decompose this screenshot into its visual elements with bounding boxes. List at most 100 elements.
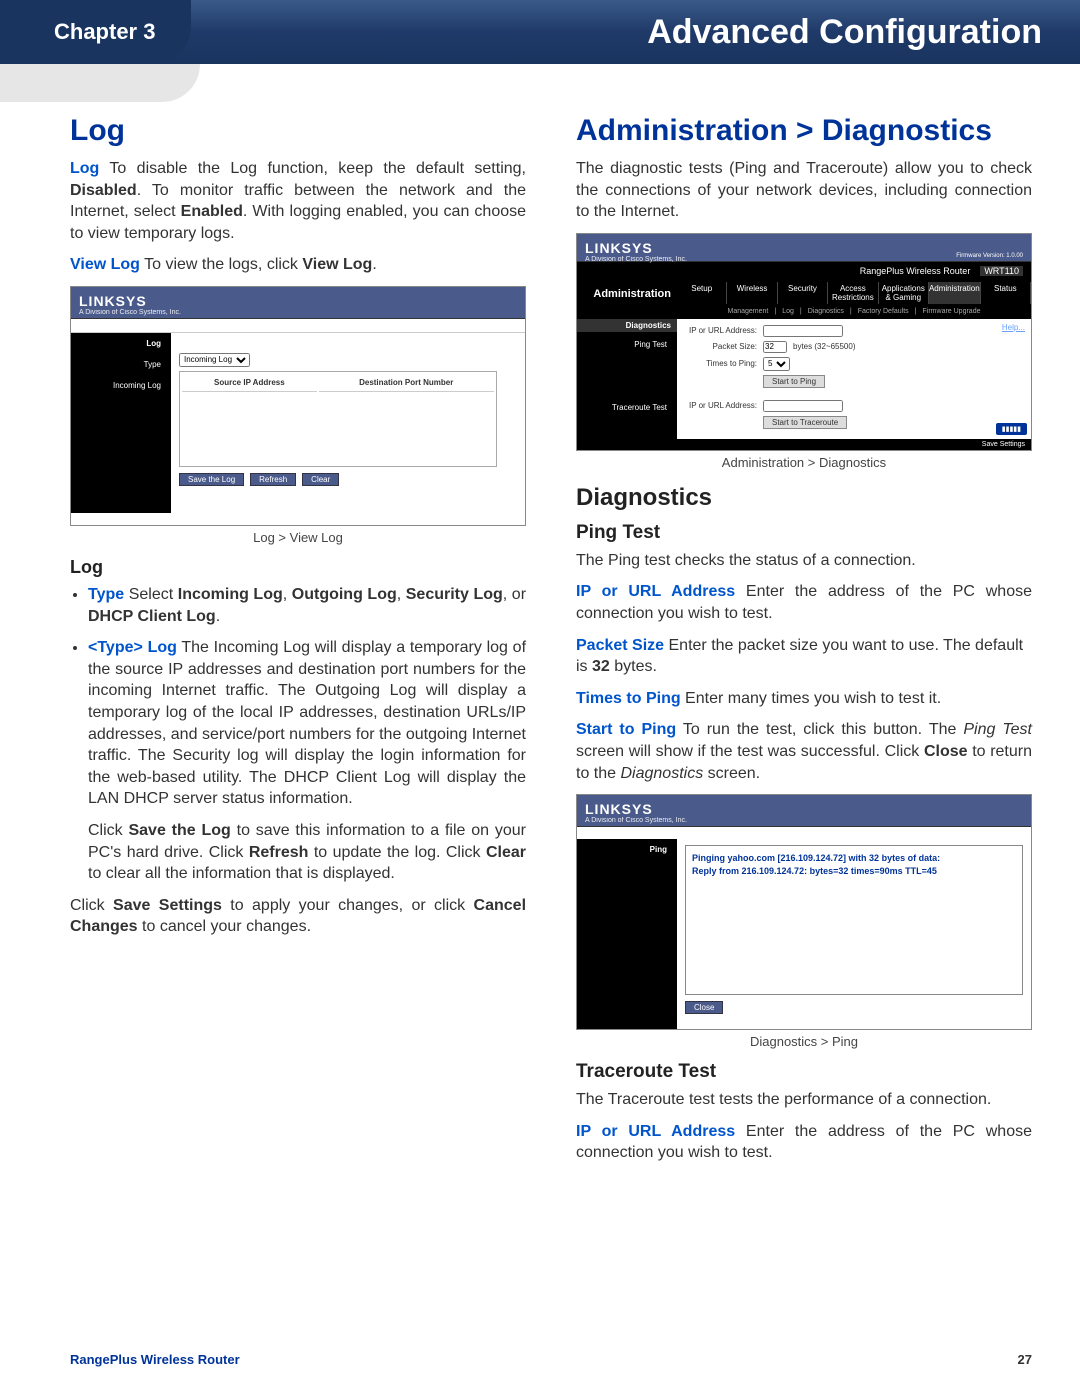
save-settings-paragraph: Click Save Settings to apply your change…: [70, 895, 526, 938]
sidebar-trace: Traceroute Test: [581, 403, 673, 412]
linksys-sublogo: A Division of Cisco Systems, Inc.: [585, 817, 1023, 824]
ping-ip-para: IP or URL Address Enter the address of t…: [576, 581, 1032, 624]
chapter-tail-decoration: [0, 64, 200, 102]
ping-intro: The Ping test checks the status of a con…: [576, 550, 1032, 572]
ping-ip-label: IP or URL Address:: [685, 326, 757, 335]
tab-access[interactable]: Access Restrictions: [828, 282, 878, 304]
times-select[interactable]: 5: [763, 357, 790, 371]
trace-ip-para: IP or URL Address Enter the address of t…: [576, 1121, 1032, 1164]
diag-subtabs: Management | Log | Diagnostics | Factory…: [677, 306, 1031, 319]
log-col-dest: Destination Port Number: [319, 374, 494, 392]
router-model: WRT110: [980, 266, 1023, 276]
sidebar-log: Log: [75, 339, 167, 348]
header-title: Advanced Configuration: [647, 13, 1042, 52]
tab-wireless[interactable]: Wireless: [727, 282, 777, 304]
subtab-factory[interactable]: Factory Defaults: [858, 308, 909, 315]
diag-panel-footer: Save Settings: [577, 439, 1031, 450]
log-panel-main: Incoming Log Source IP Address Destinati…: [171, 333, 525, 513]
log-panel-sidebar: Log Type Incoming Log: [71, 333, 171, 513]
viewlog-paragraph: View Log To view the logs, click View Lo…: [70, 254, 526, 276]
ping-panel-header: LINKSYS A Division of Cisco Systems, Inc…: [577, 795, 1031, 827]
diagnostics-intro: The diagnostic tests (Ping and Tracerout…: [576, 158, 1032, 223]
sidebar-ping-label: Ping: [581, 845, 673, 854]
ping-test-heading: Ping Test: [576, 522, 1032, 544]
cisco-corner-logo: ▮▮▮▮▮: [996, 423, 1027, 435]
subtab-fw[interactable]: Firmware Upgrade: [923, 308, 981, 315]
subtab-diag[interactable]: Diagnostics: [808, 308, 844, 315]
log-panel-header: LINKSYS A Division of Cisco Systems, Inc…: [71, 287, 525, 319]
diag-tabs: Setup Wireless Security Access Restricti…: [677, 280, 1031, 306]
ping-result-box: Pinging yahoo.com [216.109.124.72] with …: [685, 845, 1023, 995]
log-screenshot-panel: LINKSYS A Division of Cisco Systems, Inc…: [70, 286, 526, 526]
trace-ip-input[interactable]: [763, 400, 843, 412]
linksys-logo: LINKSYS: [79, 293, 517, 309]
subtab-log[interactable]: Log: [782, 308, 794, 315]
trace-intro: The Traceroute test tests the performanc…: [576, 1089, 1032, 1111]
page-header: Chapter 3 Advanced Configuration: [0, 0, 1080, 64]
bullet-type: Type Select Incoming Log, Outgoing Log, …: [88, 584, 526, 627]
diag-main: Help... IP or URL Address: Packet Size: …: [677, 319, 1031, 439]
log-heading: Log: [70, 114, 526, 148]
ping-line-1: Pinging yahoo.com [216.109.124.72] with …: [692, 852, 1016, 865]
viewlog-field-label: View Log: [70, 256, 140, 273]
refresh-log-button[interactable]: Refresh: [250, 473, 296, 486]
ping-packet-para: Packet Size Enter the packet size you wa…: [576, 635, 1032, 678]
chapter-tab: Chapter 3: [0, 0, 191, 64]
diag-router-bar: RangePlus Wireless Router WRT110: [577, 262, 1031, 280]
diag-caption: Administration > Diagnostics: [576, 455, 1032, 470]
bullet-type-log: <Type> Log The Incoming Log will display…: [88, 637, 526, 885]
bullet-second-para: Click Save the Log to save this informat…: [88, 820, 526, 885]
right-column: Administration > Diagnostics The diagnos…: [576, 114, 1032, 1174]
tab-setup[interactable]: Setup: [677, 282, 727, 304]
tab-security[interactable]: Security: [778, 282, 828, 304]
log-intro-paragraph: Log To disable the Log function, keep th…: [70, 158, 526, 244]
sidebar-diag: Diagnostics: [577, 319, 677, 332]
start-trace-button[interactable]: Start to Traceroute: [763, 416, 847, 429]
tab-apps[interactable]: Applications & Gaming: [879, 282, 929, 304]
log-field-label: Log: [70, 160, 99, 177]
clear-log-button[interactable]: Clear: [302, 473, 339, 486]
diag-panel-header: LINKSYS A Division of Cisco Systems, Inc…: [577, 234, 1031, 262]
packet-size-unit: bytes (32~65500): [793, 342, 856, 351]
packet-size-input[interactable]: [763, 341, 787, 353]
footer-page-number: 27: [1018, 1352, 1032, 1367]
trace-ip-label: IP or URL Address:: [685, 401, 757, 410]
ping-main: Pinging yahoo.com [216.109.124.72] with …: [677, 839, 1031, 1029]
page-footer: RangePlus Wireless Router 27: [70, 1352, 1032, 1367]
packet-size-label: Packet Size:: [685, 342, 757, 351]
linksys-sublogo: A Division of Cisco Systems, Inc.: [79, 309, 517, 316]
sidebar-type: Type: [75, 360, 167, 369]
linksys-sublogo: A Division of Cisco Systems, Inc.: [585, 256, 1023, 263]
router-name: RangePlus Wireless Router: [860, 266, 971, 276]
sidebar-incoming: Incoming Log: [75, 381, 167, 390]
diag-page-title: Administration: [577, 280, 677, 319]
ping-ip-input[interactable]: [763, 325, 843, 337]
close-button[interactable]: Close: [685, 1001, 723, 1014]
log-type-select[interactable]: Incoming Log: [179, 353, 250, 367]
ping-caption: Diagnostics > Ping: [576, 1034, 1032, 1049]
tab-status[interactable]: Status: [981, 282, 1031, 304]
subtab-mgmt[interactable]: Management: [728, 308, 769, 315]
diagnostics-subheading: Diagnostics: [576, 484, 1032, 512]
save-log-button[interactable]: Save the Log: [179, 473, 244, 486]
footer-product: RangePlus Wireless Router: [70, 1352, 240, 1367]
start-ping-button[interactable]: Start to Ping: [763, 375, 825, 388]
log-bullet-list: Type Select Incoming Log, Outgoing Log, …: [70, 584, 526, 885]
ping-screenshot-panel: LINKSYS A Division of Cisco Systems, Inc…: [576, 794, 1032, 1030]
left-column: Log Log To disable the Log function, kee…: [70, 114, 526, 1174]
log-col-source: Source IP Address: [182, 374, 317, 392]
tab-admin[interactable]: Administration: [929, 282, 981, 304]
ping-times-para: Times to Ping Enter many times you wish …: [576, 688, 1032, 710]
ping-sidebar: Ping: [577, 839, 677, 1029]
help-link[interactable]: Help...: [1002, 323, 1025, 332]
ping-line-2: Reply from 216.109.124.72: bytes=32 time…: [692, 865, 1016, 878]
sidebar-ping: Ping Test: [581, 340, 673, 349]
traceroute-heading: Traceroute Test: [576, 1061, 1032, 1083]
diagnostics-heading: Administration > Diagnostics: [576, 114, 1032, 148]
diagnostics-screenshot-panel: LINKSYS A Division of Cisco Systems, Inc…: [576, 233, 1032, 451]
times-label: Times to Ping:: [685, 359, 757, 368]
log-subheading: Log: [70, 557, 526, 578]
linksys-logo: LINKSYS: [585, 801, 1023, 817]
ping-start-para: Start to Ping To run the test, click thi…: [576, 719, 1032, 784]
log-table: Source IP Address Destination Port Numbe…: [179, 371, 497, 467]
